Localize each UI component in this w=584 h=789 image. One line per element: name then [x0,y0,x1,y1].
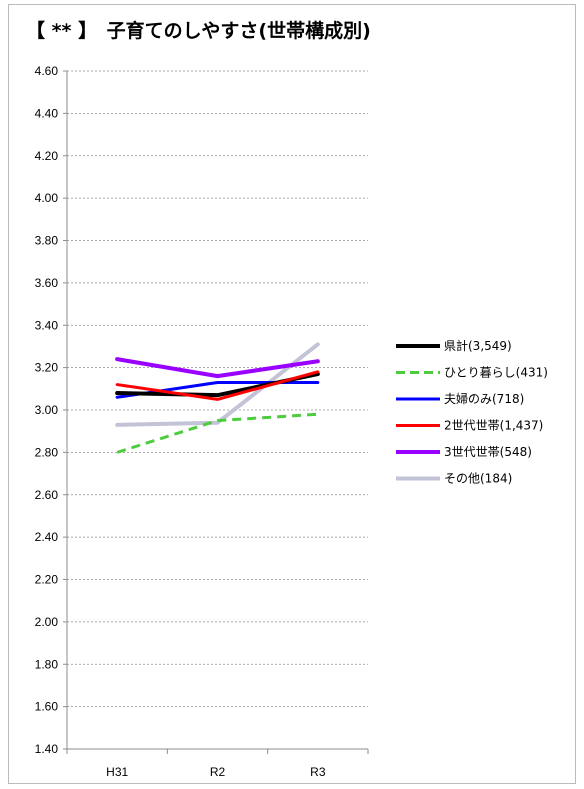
axes: 4.60 4.40 4.20 4.00 3.80 3.60 3.40 3.20 3.00 2.80… [35,64,369,779]
x-tick-label: R2 [210,765,226,779]
legend-label: 2世代世帯(1,437) [444,419,543,433]
chart-title: 【 ** 】 子育てのしやすさ(世帯構成別) [26,20,371,42]
y-tick-label: 3.40 [35,318,59,332]
y-tick-label: 4.60 [35,64,59,78]
y-tick-label: 4.20 [35,149,59,163]
series-line [115,342,320,427]
series-line [116,412,318,454]
y-tick-label: 3.80 [35,234,59,248]
y-tick-label: 3.00 [35,403,59,417]
grid-lines [67,70,368,708]
series-line [115,357,320,379]
legend-label: ひとり暮らし(431) [444,366,548,380]
y-tick-label: 3.20 [35,361,59,375]
y-tick-label: 1.80 [35,657,59,671]
series-line [115,370,320,401]
y-tick-label: 2.20 [35,573,59,587]
series-lines [115,342,320,454]
y-tick-label: 2.40 [35,530,59,544]
legend-label: その他(184) [444,472,512,486]
legend-label: 夫婦のみ(718) [444,391,524,406]
y-tick-label: 4.00 [35,191,59,205]
x-tick-label: H31 [106,765,128,779]
x-tick-label: R3 [310,765,326,779]
legend-label: 3世代世帯(548) [444,445,532,459]
y-tick-label: 2.80 [35,445,59,459]
y-tick-label: 2.60 [35,488,59,502]
y-tick-label: 2.00 [35,615,59,629]
y-tick-label: 1.60 [35,700,59,714]
legend-label: 県計(3,549) [444,338,512,353]
y-tick-label: 3.60 [35,276,59,290]
y-tick-label: 4.40 [35,106,59,120]
chart-frame [8,4,576,784]
legend: 県計(3,549) ひとり暮らし(431) 夫婦のみ(718) 2世代世帯(1,437… [396,338,548,486]
y-tick-label: 1.40 [35,742,59,756]
